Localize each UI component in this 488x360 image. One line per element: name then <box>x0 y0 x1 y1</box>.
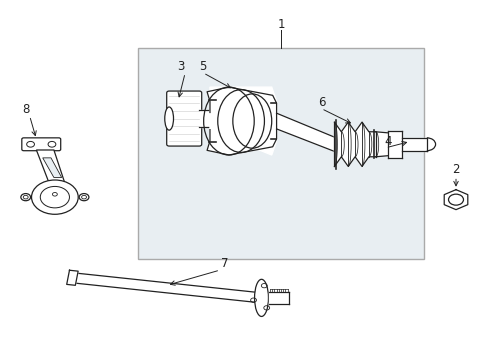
Polygon shape <box>443 190 467 210</box>
Ellipse shape <box>164 107 173 130</box>
Polygon shape <box>42 158 61 177</box>
FancyBboxPatch shape <box>166 91 201 146</box>
Text: 2: 2 <box>451 163 459 176</box>
Text: 1: 1 <box>277 18 284 31</box>
Polygon shape <box>206 87 276 155</box>
Circle shape <box>79 194 89 201</box>
Circle shape <box>21 194 30 201</box>
Text: 3: 3 <box>177 60 184 73</box>
Polygon shape <box>36 150 65 185</box>
Bar <box>137 48 424 258</box>
Polygon shape <box>334 122 375 166</box>
FancyBboxPatch shape <box>22 138 61 151</box>
Polygon shape <box>276 113 334 152</box>
Text: 4: 4 <box>384 135 391 148</box>
Text: 6: 6 <box>318 96 325 109</box>
Polygon shape <box>209 87 276 155</box>
Text: 7: 7 <box>221 257 228 270</box>
Polygon shape <box>76 273 262 303</box>
Ellipse shape <box>254 279 268 316</box>
Polygon shape <box>66 270 78 285</box>
Text: 5: 5 <box>199 60 206 73</box>
Text: 8: 8 <box>22 103 29 116</box>
Polygon shape <box>375 132 387 156</box>
